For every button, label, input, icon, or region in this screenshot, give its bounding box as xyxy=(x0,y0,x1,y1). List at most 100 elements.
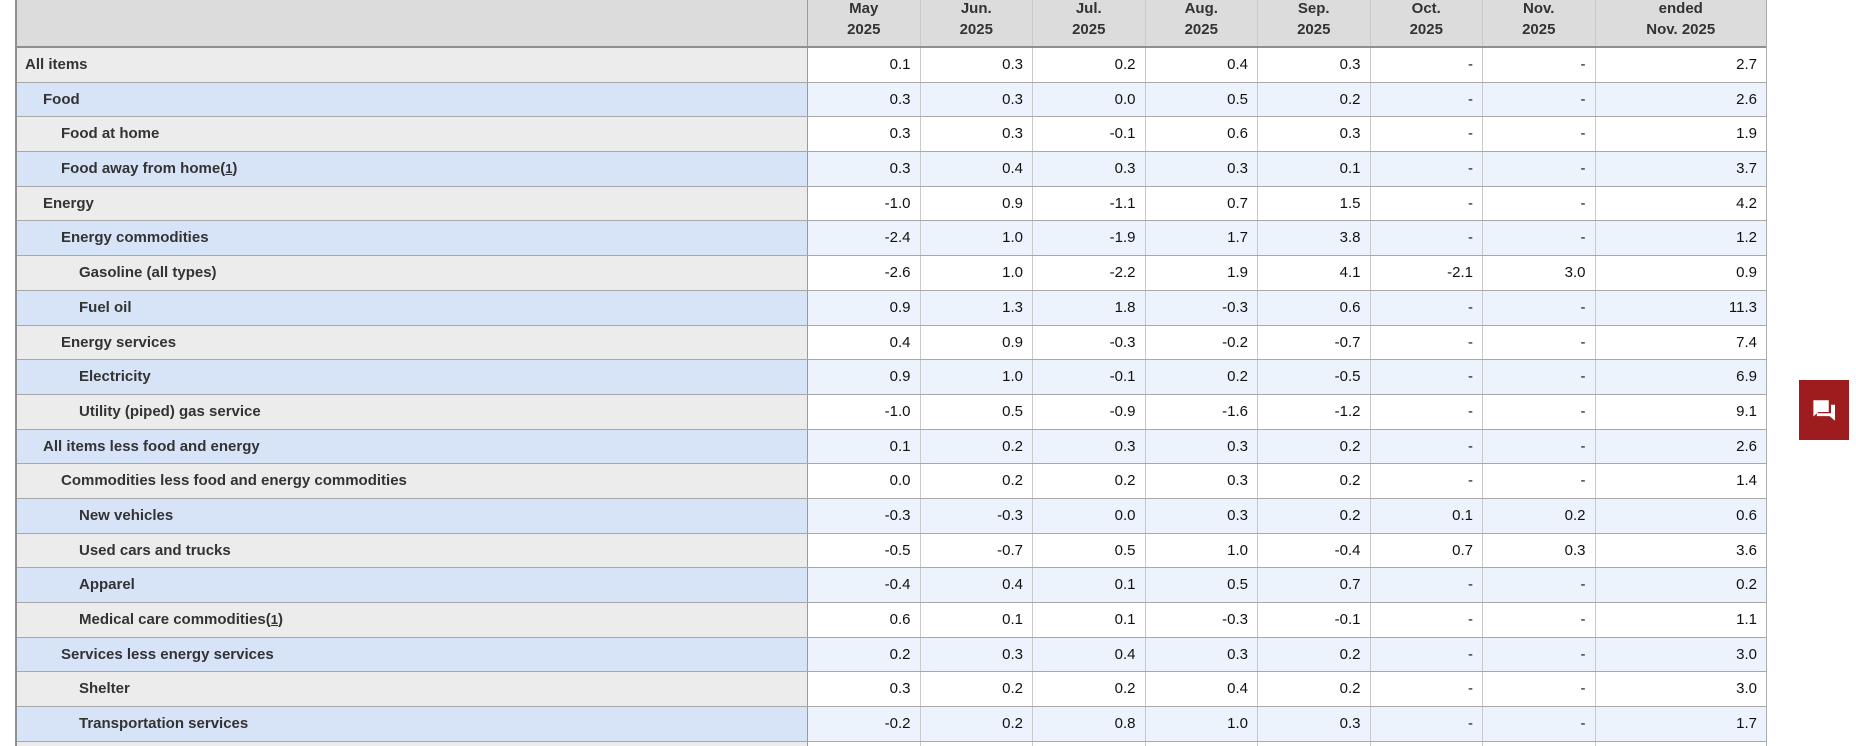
row-label: Food xyxy=(17,82,807,117)
data-cell: 0.2 xyxy=(1032,48,1145,82)
data-cell: 0.6 xyxy=(1257,290,1370,325)
data-cell: 3.0 xyxy=(1482,256,1595,290)
data-cell: - xyxy=(1482,394,1595,429)
data-cell: 0.2 xyxy=(1257,429,1370,464)
data-cell: 1.2 xyxy=(1594,221,1766,256)
data-cell: 0.3 xyxy=(919,637,1032,672)
data-cell: -0.7 xyxy=(1257,325,1370,360)
data-cell: - xyxy=(1369,186,1482,221)
data-cell: 7.4 xyxy=(1594,325,1766,360)
table-row: Used cars and trucks -0.5 -0.7 0.5 1.0 -0.4 0.… xyxy=(17,533,1766,569)
data-cell: 0.1 xyxy=(807,429,920,464)
data-cell: 0.5 xyxy=(1144,568,1257,602)
data-cell: 0.4 xyxy=(1144,672,1257,707)
data-cell: - xyxy=(1482,603,1595,637)
table-row: Shelter 0.3 0.2 0.2 0.4 0.2- -3.0 xyxy=(17,672,1766,708)
data-cell: 0.2 xyxy=(1257,637,1370,672)
data-cell: 3.8 xyxy=(1257,221,1370,256)
row-label: Energy xyxy=(17,186,807,221)
data-cell: 0.2 xyxy=(1594,568,1766,602)
data-cell: - xyxy=(1482,568,1595,602)
data-cell: 3.7 xyxy=(1594,152,1766,186)
data-cell xyxy=(1032,741,1145,746)
data-cell: 3.0 xyxy=(1594,637,1766,672)
data-cell: -0.3 xyxy=(919,498,1032,533)
feedback-button[interactable] xyxy=(1799,380,1849,440)
data-cell: -2.1 xyxy=(1369,256,1482,290)
row-label: Energy services xyxy=(17,325,807,360)
data-cell: - xyxy=(1482,325,1595,360)
data-cell: 0.5 xyxy=(919,394,1032,429)
data-cell: 0.3 xyxy=(1257,707,1370,741)
data-cell: 0.3 xyxy=(807,672,920,707)
data-cell: 0.3 xyxy=(1144,637,1257,672)
data-cell: 1.1 xyxy=(1594,603,1766,637)
data-cell: 1.5 xyxy=(1257,186,1370,221)
data-cell: 0.6 xyxy=(1144,117,1257,152)
data-cell: 0.3 xyxy=(1144,152,1257,186)
data-cell: 0.3 xyxy=(807,152,920,186)
data-cell: - xyxy=(1482,672,1595,707)
data-cell: 0.3 xyxy=(1032,152,1145,186)
data-cell: - xyxy=(1369,707,1482,741)
data-cell: - xyxy=(1369,394,1482,429)
data-cell: -2.2 xyxy=(1032,256,1145,290)
data-cell xyxy=(1369,741,1482,746)
row-label: Energy commodities xyxy=(17,221,807,256)
footnote-link[interactable]: 1 xyxy=(225,161,233,177)
data-cell: - xyxy=(1369,672,1482,707)
data-cell: 1.0 xyxy=(1144,533,1257,568)
data-cell: 0.3 xyxy=(807,117,920,152)
footnote-link[interactable]: 1 xyxy=(270,612,278,627)
data-cell: 2.7 xyxy=(1594,48,1766,82)
column-header: May 2025 xyxy=(807,0,920,46)
table-row: Energy services 0.4 0.9 -0.3 -0.2 -0.7- -7.4 xyxy=(17,325,1766,361)
table-row: All items 0.1 0.3 0.2 0.4 0.3- -2.7 xyxy=(17,48,1766,83)
data-cell: - xyxy=(1369,117,1482,152)
data-cell: 0.8 xyxy=(1032,707,1145,741)
data-cell: -0.3 xyxy=(1144,603,1257,637)
data-cell: -0.2 xyxy=(1144,325,1257,360)
data-cell: 0.0 xyxy=(1032,498,1145,533)
data-cell: 0.9 xyxy=(807,360,920,394)
data-cell: -2.4 xyxy=(807,221,920,256)
column-header: Jul. 2025 xyxy=(1032,0,1145,46)
data-cell: 0.6 xyxy=(1594,498,1766,533)
data-cell: 0.2 xyxy=(1257,672,1370,707)
column-header: Oct. 2025 xyxy=(1369,0,1483,46)
table-row xyxy=(17,741,1766,746)
data-cell: 0.2 xyxy=(807,637,920,672)
data-cell: - xyxy=(1482,464,1595,498)
data-cell: 0.5 xyxy=(1032,533,1145,568)
data-cell: 0.2 xyxy=(1144,360,1257,394)
data-cell: 0.6 xyxy=(807,603,920,637)
data-cell: - xyxy=(1482,429,1595,464)
table-row: Transportation services -0.2 0.2 0.8 1.0 0.3-… xyxy=(17,707,1766,742)
data-cell: - xyxy=(1482,221,1595,256)
data-cell: 0.7 xyxy=(1144,186,1257,221)
data-cell: - xyxy=(1369,360,1482,394)
data-cell: -0.3 xyxy=(1144,290,1257,325)
data-cell: 0.3 xyxy=(919,82,1032,117)
data-cell: 0.3 xyxy=(1032,429,1145,464)
data-cell: - xyxy=(1369,603,1482,637)
data-cell: 0.9 xyxy=(919,325,1032,360)
data-cell: -1.0 xyxy=(807,394,920,429)
chat-bubbles-icon xyxy=(1813,400,1835,421)
data-cell: -0.2 xyxy=(807,707,920,741)
data-cell: 1.7 xyxy=(1594,707,1766,741)
table-row: Energy commodities -2.4 1.0 -1.9 1.7 3.8- -1.2 xyxy=(17,221,1766,257)
data-cell: -0.1 xyxy=(1032,360,1145,394)
column-header: Nov. 2025 xyxy=(1482,0,1595,46)
data-cell: -1.6 xyxy=(1144,394,1257,429)
data-cell: - xyxy=(1482,152,1595,186)
data-cell: 0.9 xyxy=(1594,256,1766,290)
table-body: All items 0.1 0.3 0.2 0.4 0.3- -2.7 Food 0.3 0.3 0… xyxy=(17,48,1766,746)
table-row: Electricity 0.9 1.0 -0.1 0.2 -0.5- -6.9 xyxy=(17,360,1766,395)
data-cell: 0.3 xyxy=(1144,498,1257,533)
row-label: Utility (piped) gas service xyxy=(17,394,807,429)
data-cell xyxy=(1144,741,1257,746)
data-cell: -0.5 xyxy=(807,533,920,568)
data-cell: 0.2 xyxy=(1257,464,1370,498)
